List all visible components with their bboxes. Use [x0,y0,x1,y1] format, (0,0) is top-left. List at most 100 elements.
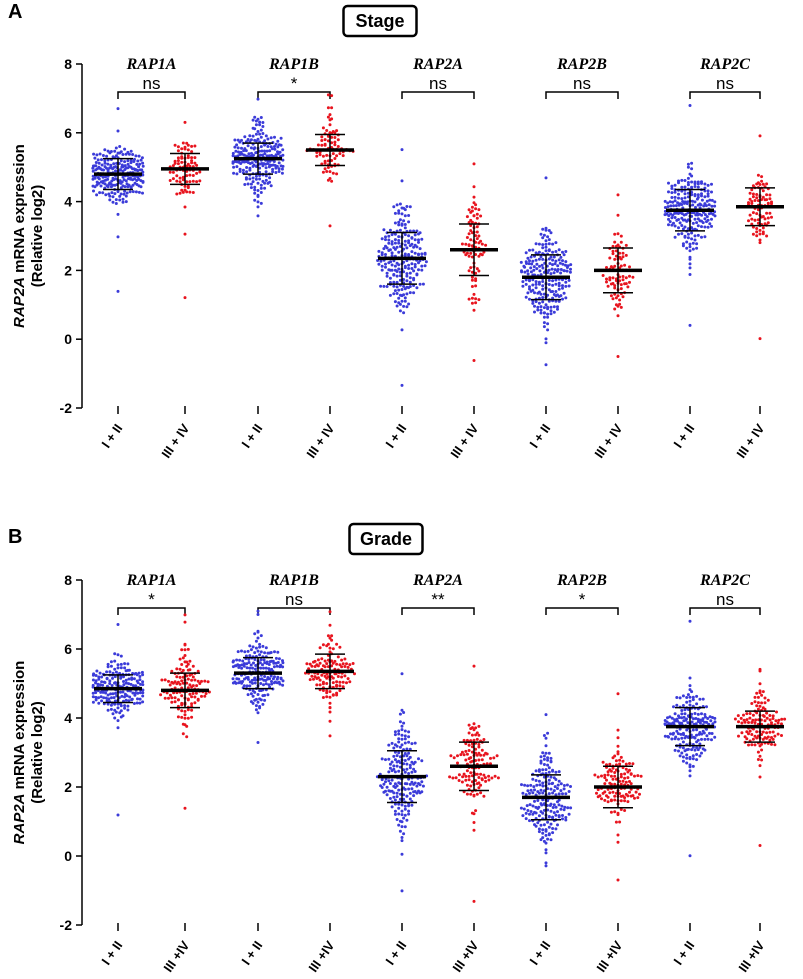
data-point [138,701,142,705]
data-point [546,271,550,275]
data-point [457,773,461,777]
data-point [190,144,194,148]
significance-bracket [401,91,475,99]
data-point [706,189,710,193]
data-point [544,829,548,833]
data-point [263,698,267,702]
data-point [532,268,536,272]
data-point [258,177,262,181]
data-point [323,161,327,165]
data-point [551,791,555,795]
data-point [614,296,618,300]
data-point [94,695,98,699]
data-point [755,230,759,234]
data-point [405,754,409,758]
significance-bracket [545,91,619,99]
data-point [680,185,684,189]
data-point [539,292,543,296]
data-point [529,270,533,274]
data-point [539,759,543,763]
data-point [111,195,115,199]
data-point [91,685,95,689]
data-point [751,195,755,199]
data-point [191,191,195,194]
data-point [611,297,615,301]
data-point [686,708,690,711]
data-point [566,806,570,810]
panel-title: Grade [360,529,412,549]
data-point [485,752,489,756]
data-point [527,262,531,266]
data-point [246,144,250,148]
data-point [603,798,607,802]
data-point [254,177,258,181]
data-point [190,695,194,699]
data-point [253,651,257,655]
data-point [109,163,113,167]
data-point [542,789,546,793]
data-point [474,240,478,244]
x-tick-label: I + II [526,938,553,968]
data-point [765,716,769,720]
y-tick-label: -2 [60,917,73,933]
data-point [613,257,617,261]
data-point [268,149,272,153]
data-point [116,813,120,817]
data-point [706,183,710,187]
data-point [421,282,425,286]
data-point [185,735,189,739]
data-point [186,148,190,152]
data-point [557,287,561,291]
data-point [541,831,545,835]
data-point [273,147,277,151]
data-point [467,254,471,258]
data-point [562,291,566,295]
data-point [614,820,618,824]
group-low: I + II [91,623,145,968]
data-point [398,765,402,769]
data-point [756,208,760,212]
data-point [243,183,247,186]
x-tick-label: III + IV [591,421,625,461]
data-point [185,174,189,178]
y-tick-label: -2 [60,400,73,416]
data-point [534,242,538,246]
data-point [103,148,107,152]
data-point [403,770,407,774]
data-point [183,620,187,624]
data-point [614,759,618,763]
data-point [608,276,612,280]
data-point [557,803,561,807]
data-point [677,226,680,230]
group-high: III + IV [158,120,209,461]
data-point [113,675,117,679]
data-point [528,285,531,289]
data-point [542,321,546,325]
data-point [99,690,103,694]
data-point [267,165,271,169]
data-point [251,666,254,670]
data-point [263,143,267,147]
data-point [561,284,564,288]
data-point [413,263,417,266]
data-point [397,729,401,733]
data-point [695,753,699,756]
data-point [470,278,474,282]
data-point [670,184,674,188]
data-point [519,806,523,810]
data-point [328,224,332,228]
data-point [318,646,322,650]
comparison-rap2a: RAP2A**I + II III +IV [375,572,500,975]
data-point [183,648,187,652]
data-point [321,689,325,692]
data-point [663,734,667,738]
data-point [704,204,708,208]
data-point [274,166,278,170]
data-point [403,243,407,247]
data-point [546,322,550,326]
data-point [341,680,345,684]
data-point [270,682,274,686]
data-point [469,266,473,270]
data-point [702,204,706,208]
data-point [237,681,241,685]
